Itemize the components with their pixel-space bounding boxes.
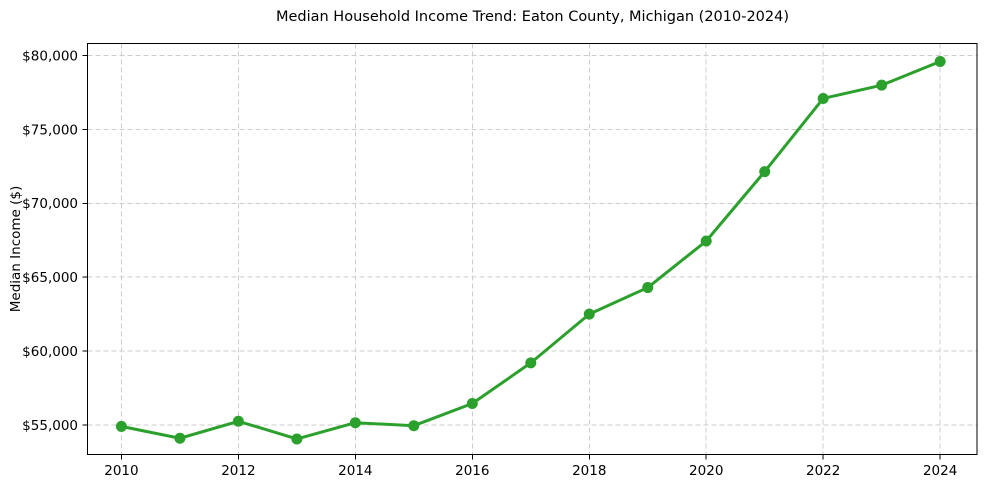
data-point-2013: [291, 433, 303, 445]
x-tick-label: 2010: [104, 463, 138, 479]
axes-box: [87, 43, 978, 455]
data-point-2015: [408, 420, 420, 432]
x-tick-label: 2012: [221, 463, 255, 479]
x-tick-label: 2014: [338, 463, 372, 479]
data-point-2011: [174, 432, 186, 444]
chart-title: Median Household Income Trend: Eaton Cou…: [275, 9, 790, 25]
data-point-2024: [934, 56, 946, 68]
y-tick-label: $65,000: [22, 270, 78, 286]
x-tick-label: 2020: [689, 463, 723, 479]
data-point-2016: [466, 398, 478, 410]
y-tick-label: $70,000: [22, 196, 78, 212]
data-point-2019: [642, 282, 654, 294]
trend-line: [119, 60, 942, 441]
data-point-2023: [876, 79, 888, 91]
x-tick-label: 2016: [455, 463, 489, 479]
data-point-2018: [583, 308, 595, 320]
y-tick-label: $80,000: [22, 48, 78, 64]
y-tick-label: $55,000: [22, 418, 78, 434]
x-tick-label: 2018: [572, 463, 606, 479]
data-point-2021: [759, 166, 771, 178]
data-point-2020: [700, 235, 712, 247]
y-tick-label: $75,000: [22, 122, 78, 138]
data-point-2017: [525, 357, 537, 369]
data-point-2014: [349, 417, 361, 429]
x-tick-label: 2024: [923, 463, 957, 479]
data-point-2010: [115, 420, 127, 432]
data-point-2022: [817, 92, 829, 104]
x-tick-label: 2022: [806, 463, 840, 479]
data-point-2012: [232, 415, 244, 427]
y-tick-label: $60,000: [22, 344, 78, 360]
